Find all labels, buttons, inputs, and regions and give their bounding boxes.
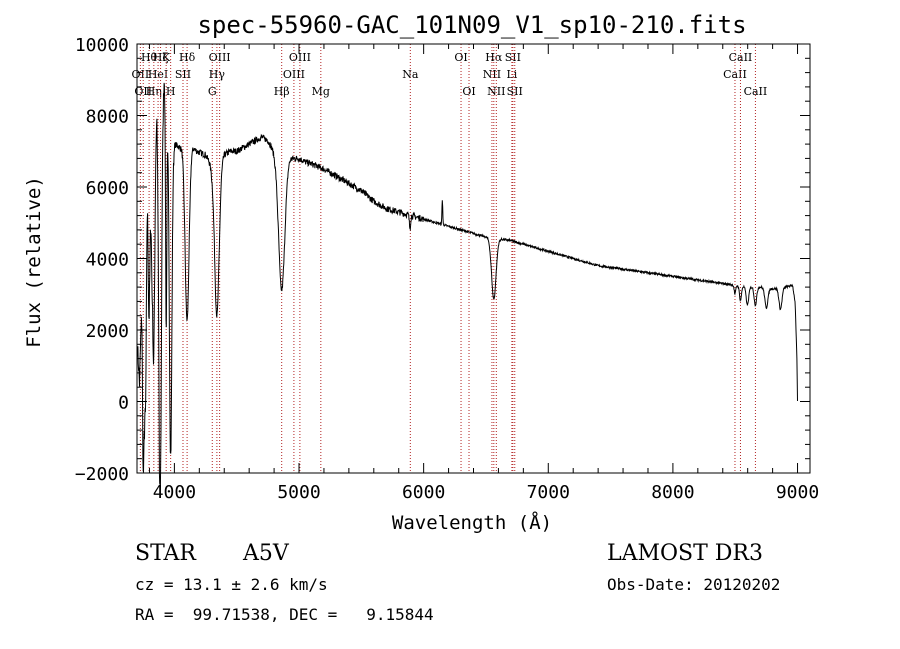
y-tick-label: 2000: [86, 321, 129, 342]
line-marker-label: HeI: [148, 68, 168, 81]
line-marker-label: NII: [483, 68, 501, 81]
line-marker-label: H: [166, 85, 176, 98]
line-marker-label: Hη: [146, 85, 162, 98]
line-marker-label: Li: [506, 68, 517, 81]
y-tick-label: 10000: [75, 35, 129, 56]
redshift-text: cz = 13.1 ± 2.6 km/s: [135, 575, 328, 594]
y-tick-label: −2000: [75, 464, 129, 485]
line-marker-label: SII: [505, 51, 521, 64]
line-marker-label: Hδ: [179, 51, 196, 64]
line-marker-label: SII: [507, 85, 523, 98]
y-tick-label: 0: [118, 393, 129, 414]
line-marker-label: CaII: [723, 68, 747, 81]
line-marker-label: OI: [454, 51, 467, 64]
line-marker-label: Hθ: [141, 51, 158, 64]
y-tick-label: 4000: [86, 250, 129, 271]
line-marker-label: G: [208, 85, 217, 98]
line-marker-label: Mg: [312, 85, 330, 98]
line-marker-label: K: [162, 51, 171, 64]
line-marker-group: OII OII Hθ Hη HeI HζK H SII Hδ G Hγ OIII Hβ OIII OIII M…: [132, 44, 768, 473]
line-marker-label: NII: [487, 85, 505, 98]
x-axis: 4000 5000 6000 7000 8000 9000: [148, 44, 819, 503]
obs-date-text: Obs-Date: 20120202: [607, 575, 780, 594]
line-marker-label: CaII: [744, 85, 768, 98]
y-axis-label: Flux (relative): [23, 176, 45, 348]
line-marker-label: OIII: [283, 68, 305, 81]
line-marker-label: OIII: [289, 51, 311, 64]
y-tick-label: 6000: [86, 178, 129, 199]
line-marker-label: OII: [134, 85, 152, 98]
x-tick-label: 5000: [277, 482, 320, 503]
object-class: STAR: [135, 541, 197, 566]
x-tick-label: 6000: [402, 482, 445, 503]
survey-name: LAMOST DR3: [607, 541, 763, 566]
x-tick-label: 7000: [527, 482, 570, 503]
y-axis: −2000 0 2000 4000 6000 8000 10000: [75, 35, 810, 485]
line-marker-label: OI: [462, 85, 475, 98]
line-marker-label: OIII: [209, 51, 231, 64]
line-marker-label: Na: [402, 68, 419, 81]
x-tick-label: 9000: [776, 482, 819, 503]
coordinates-text: RA = 99.71538, DEC = 9.15844: [135, 605, 434, 624]
chart-title: spec-55960-GAC_101N09_V1_sp10-210.fits: [197, 11, 746, 39]
x-tick-label: 8000: [651, 482, 694, 503]
plot-frame: [136, 43, 811, 474]
x-axis-label: Wavelength (Å): [392, 511, 552, 534]
line-marker-label: OII: [132, 68, 150, 81]
object-subclass: A5V: [242, 541, 290, 566]
x-tick-label: 4000: [153, 482, 196, 503]
line-marker-label: Hα: [485, 51, 503, 64]
line-marker-label: CaII: [729, 51, 753, 64]
line-marker-label: Hβ: [274, 85, 290, 98]
line-marker-label: Hγ: [209, 68, 226, 81]
line-marker-label: Hζ: [153, 51, 169, 64]
spectrum-line: [137, 82, 798, 488]
y-tick-label: 8000: [86, 107, 129, 128]
line-marker-label: SII: [175, 68, 191, 81]
